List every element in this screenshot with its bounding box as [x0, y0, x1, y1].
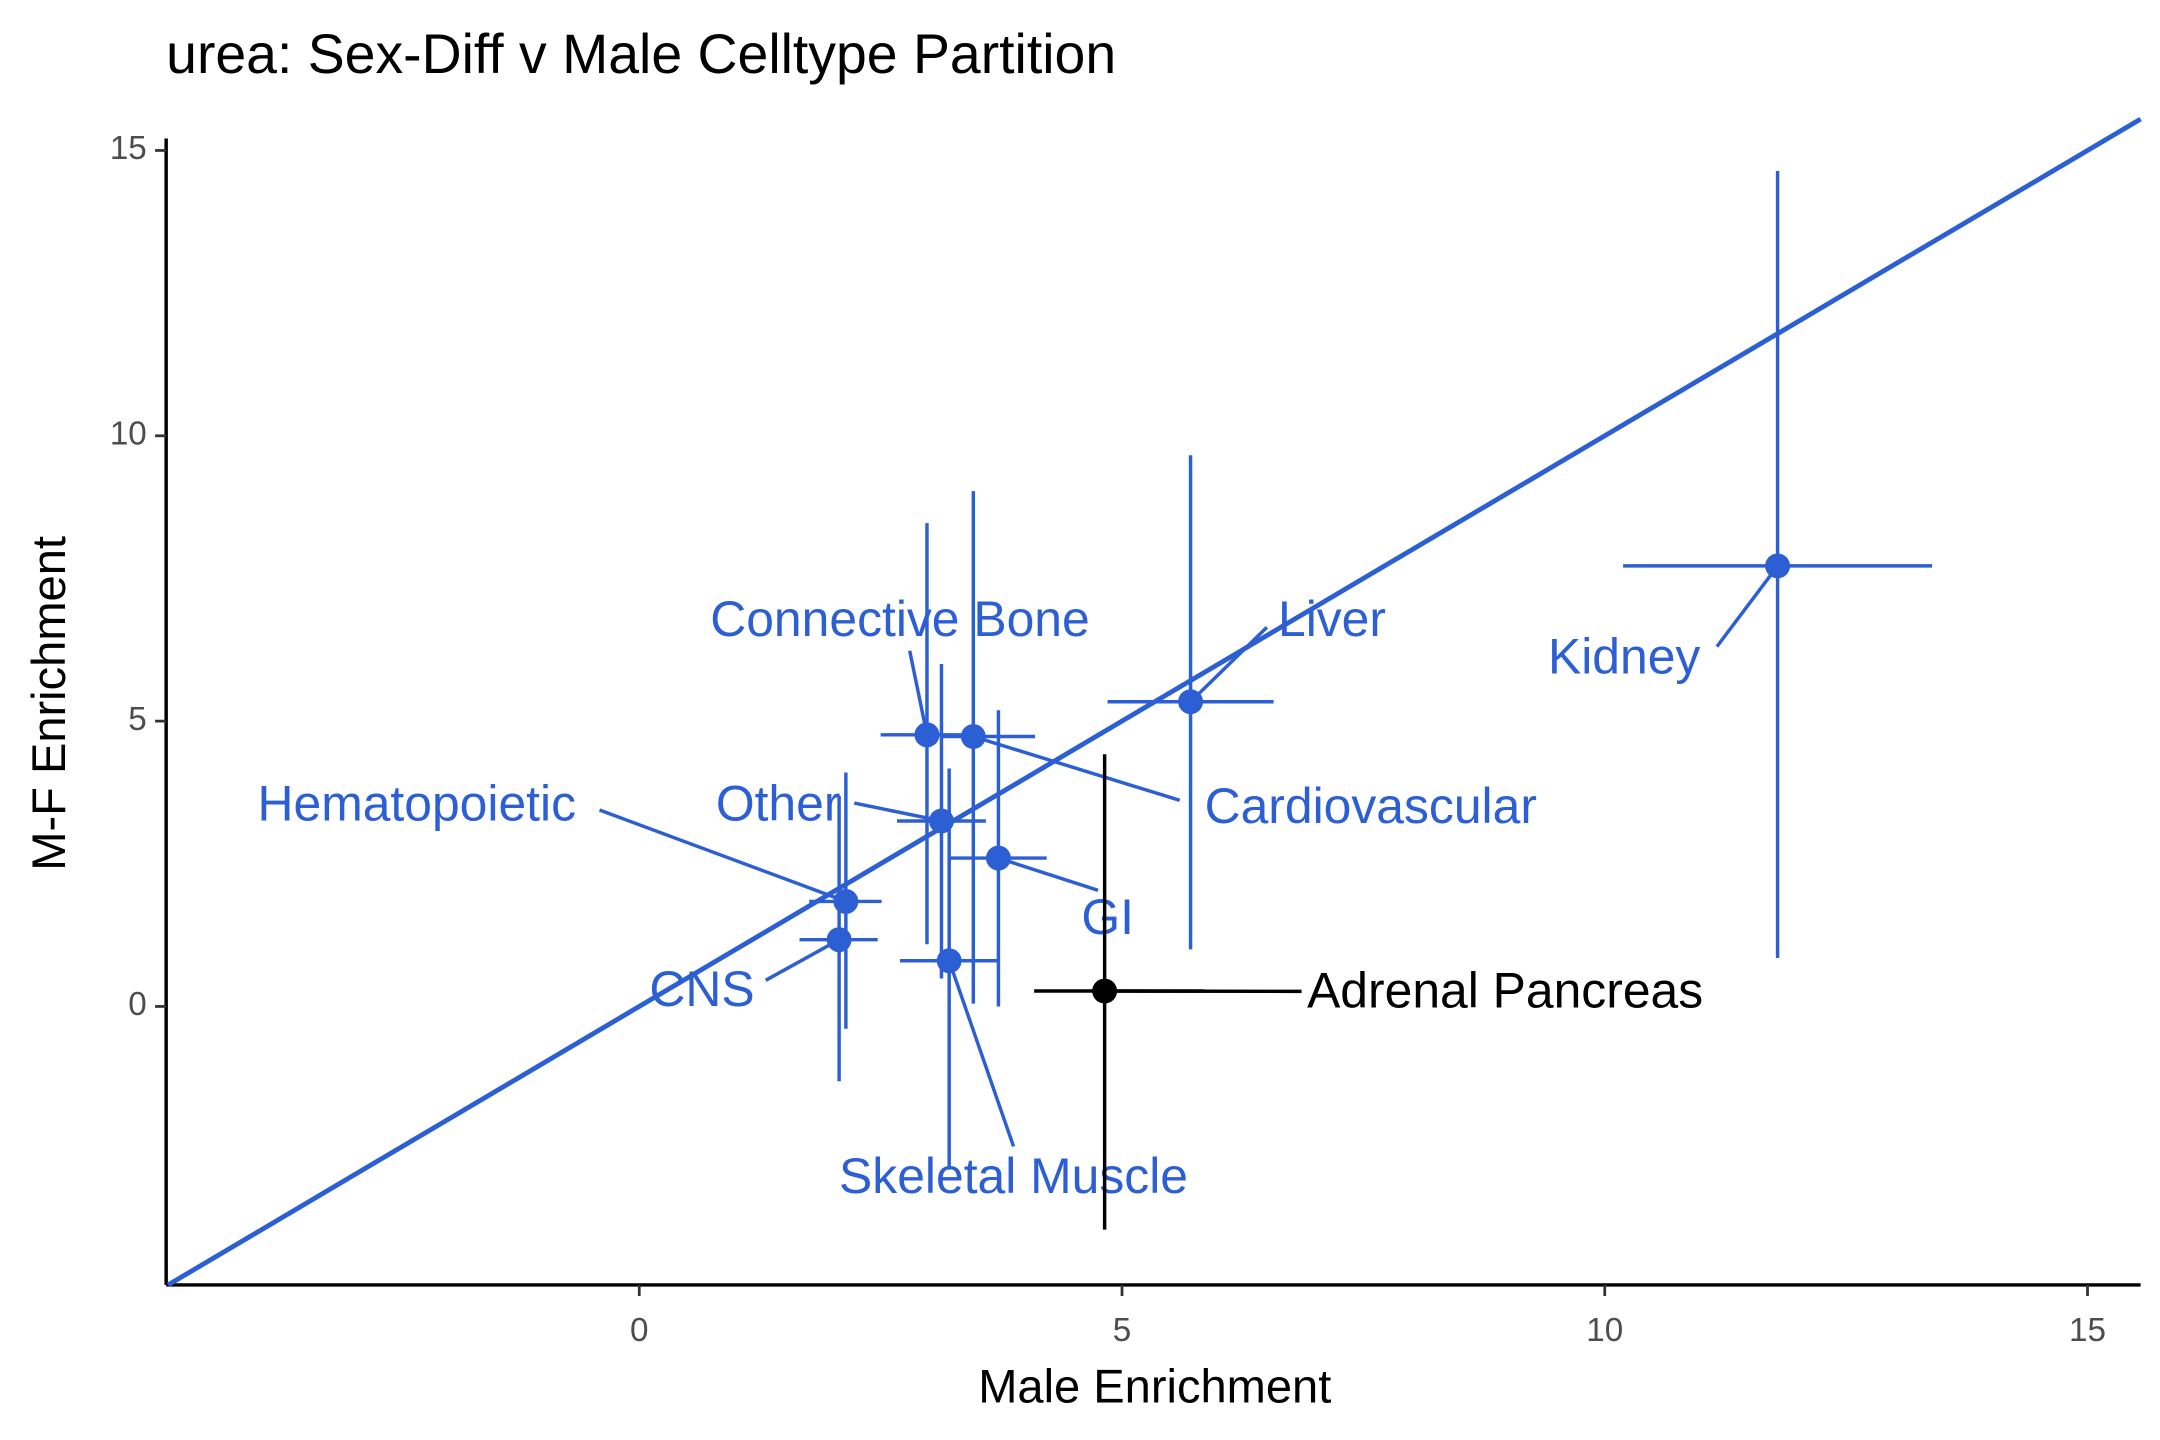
label-leader: [764, 938, 840, 982]
x-axis-title: Male Enrichment: [978, 1360, 1331, 1413]
point-label: Kidney: [1548, 629, 1700, 685]
label-leader: [947, 960, 1016, 1148]
chart-title: urea: Sex-Diff v Male Celltype Partition: [166, 23, 1116, 85]
point: [1092, 978, 1118, 1004]
point-label: Hematopoietic: [258, 775, 577, 831]
label-leader: [1715, 564, 1779, 648]
label-leader: [997, 856, 1099, 892]
point-label: GI: [1081, 889, 1134, 945]
point-label: Adrenal Pancreas: [1307, 962, 1703, 1018]
point: [914, 722, 940, 748]
point-label: CNS: [649, 961, 754, 1017]
y-tick-label: 10: [110, 416, 147, 453]
label-leader: [1189, 625, 1269, 703]
point-label: Cardiovascular: [1205, 778, 1537, 834]
x-tick-label: 0: [630, 1312, 648, 1349]
y-tick-label: 15: [110, 130, 147, 167]
label-leader: [907, 650, 929, 736]
y-tick-label: 5: [128, 701, 146, 738]
label-leader: [853, 801, 942, 823]
point: [826, 927, 852, 953]
point-label: Other: [716, 775, 841, 831]
x-tick-label: 5: [1113, 1312, 1131, 1349]
x-tick-label: 10: [1586, 1312, 1623, 1349]
label-leader: [598, 808, 847, 904]
y-axis-title: M-F Enrichment: [22, 536, 75, 871]
point: [985, 845, 1011, 871]
point: [1178, 689, 1204, 715]
point: [960, 724, 986, 749]
x-tick-label: 15: [2069, 1312, 2106, 1349]
point-label: Connective Bone: [710, 591, 1090, 647]
point-label: Skeletal Muscle: [839, 1148, 1188, 1204]
label-leader: [972, 734, 1181, 802]
point-label: Liver: [1278, 591, 1386, 647]
point: [833, 888, 859, 914]
point: [936, 948, 962, 974]
y-tick-label: 0: [128, 986, 146, 1023]
point: [1765, 553, 1791, 579]
